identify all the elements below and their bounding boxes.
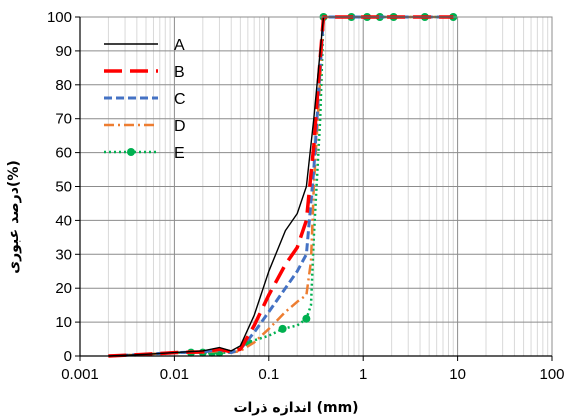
x-axis-title: اندازه ذرات (mm): [233, 400, 358, 416]
y-tick-label: 70: [55, 111, 72, 128]
x-tick-label: 0.01: [160, 366, 189, 383]
grid: [79, 16, 553, 357]
legend-label-d: D: [174, 118, 186, 135]
series-lines: [108, 13, 458, 358]
series-marker-e: [278, 324, 287, 333]
y-tick-label: 50: [55, 179, 72, 196]
x-tick-label: 0.1: [258, 366, 279, 383]
legend-label-b: B: [174, 64, 185, 81]
series-line-b: [108, 15, 454, 358]
legend-label-c: C: [174, 91, 186, 108]
y-tick-label: 20: [55, 280, 72, 297]
legend-label-a: A: [174, 37, 185, 54]
x-tick-label: 0.001: [61, 366, 99, 383]
series-marker-e: [302, 314, 311, 323]
x-tick-label: 10: [449, 366, 466, 383]
y-tick-label: 30: [55, 246, 72, 263]
y-tick-label: 0: [64, 348, 72, 365]
x-tick-label: 100: [539, 366, 564, 383]
legend-label-e: E: [174, 145, 185, 162]
tick-labels: 0 10 20 30 40 50 60 70 80 90 100 0.001 0.01 0.1 1 10 100: [47, 9, 565, 383]
y-tick-label: 60: [55, 145, 72, 162]
y-tick-label: 40: [55, 212, 72, 229]
y-tick-label: 80: [55, 77, 72, 94]
y-tick-label: 90: [55, 43, 72, 60]
legend-marker-e: [127, 148, 135, 156]
x-tick-label: 1: [359, 366, 367, 383]
y-tick-label: 100: [47, 9, 72, 26]
y-tick-label: 10: [55, 314, 72, 331]
y-axis-title: درصد عبوری(%): [6, 160, 22, 274]
